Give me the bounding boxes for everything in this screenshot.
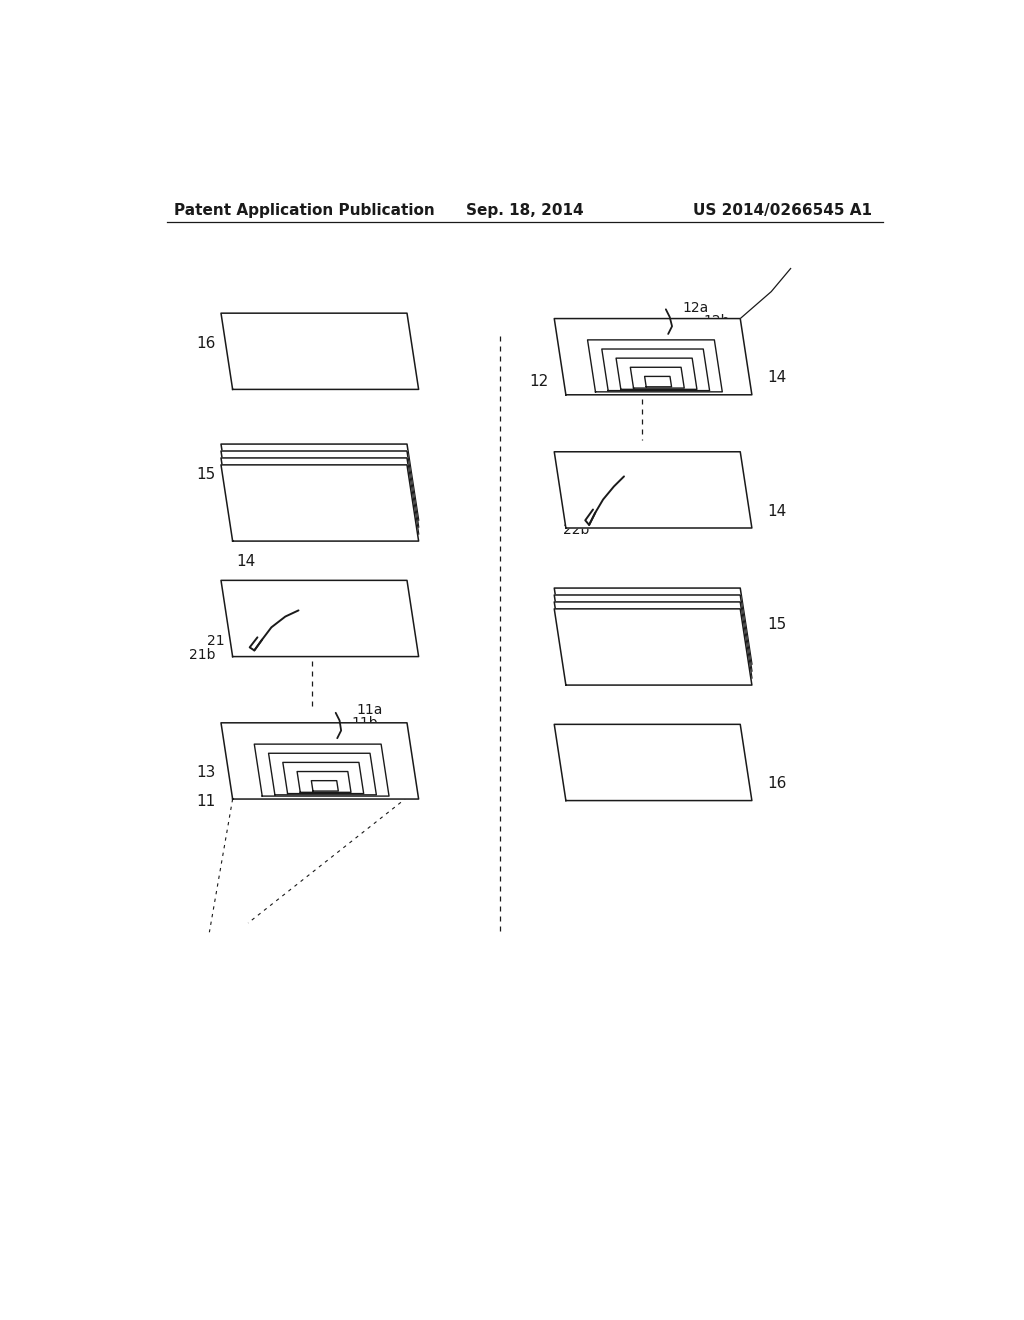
Text: 14: 14 — [767, 371, 786, 385]
Polygon shape — [221, 313, 419, 389]
Polygon shape — [221, 451, 419, 527]
Text: 12: 12 — [529, 374, 549, 389]
Text: 16: 16 — [197, 337, 216, 351]
Text: 12b: 12b — [703, 314, 729, 327]
Polygon shape — [554, 595, 752, 671]
Text: 14: 14 — [237, 553, 256, 569]
Text: 15: 15 — [767, 616, 786, 632]
Text: Sep. 18, 2014: Sep. 18, 2014 — [466, 203, 584, 218]
Polygon shape — [554, 725, 752, 800]
Polygon shape — [221, 465, 419, 541]
Text: 21a: 21a — [306, 597, 333, 611]
Polygon shape — [554, 589, 752, 664]
Polygon shape — [221, 444, 419, 520]
Text: 11b: 11b — [351, 715, 378, 730]
Text: 11a: 11a — [356, 702, 383, 717]
Polygon shape — [554, 318, 752, 395]
Text: 13: 13 — [197, 766, 216, 780]
Polygon shape — [554, 609, 752, 685]
Text: 22b: 22b — [563, 523, 589, 537]
Text: 16: 16 — [767, 776, 786, 791]
Polygon shape — [221, 458, 419, 535]
Polygon shape — [221, 723, 419, 799]
Text: 22a: 22a — [628, 458, 654, 471]
Polygon shape — [554, 451, 752, 528]
Polygon shape — [221, 581, 419, 656]
Text: 22: 22 — [571, 511, 589, 524]
Text: 11: 11 — [197, 793, 216, 809]
Text: 12a: 12a — [682, 301, 709, 314]
Text: 21b: 21b — [189, 648, 216, 663]
Polygon shape — [554, 602, 752, 678]
Text: 21: 21 — [207, 634, 225, 648]
Text: 14: 14 — [767, 503, 786, 519]
Text: Patent Application Publication: Patent Application Publication — [174, 203, 435, 218]
Text: US 2014/0266545 A1: US 2014/0266545 A1 — [693, 203, 872, 218]
Text: 15: 15 — [197, 467, 216, 482]
